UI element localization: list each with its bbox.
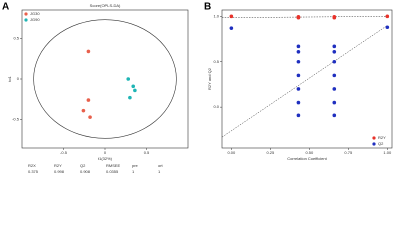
point — [332, 44, 337, 49]
legend-label: R2Y — [378, 135, 386, 140]
table-cell: 0.908 — [80, 169, 91, 174]
y-tick-label: 1.0 — [213, 13, 219, 18]
x-tick-label: 0.75 — [344, 150, 353, 155]
point — [86, 98, 91, 102]
panel-label: B — [204, 2, 211, 13]
y-tick-label: 0.5 — [13, 35, 19, 40]
point — [296, 44, 301, 49]
point — [385, 25, 390, 30]
x-tick-label: 1.00 — [383, 150, 392, 155]
point — [296, 59, 301, 64]
point — [296, 73, 301, 78]
x-tick-label: 0.50 — [305, 150, 314, 155]
point — [296, 15, 301, 19]
table-header: R2X — [28, 163, 36, 168]
point — [229, 14, 234, 19]
point — [88, 115, 92, 119]
x-tick-label: 0.25 — [266, 150, 275, 155]
fit-line — [221, 16, 388, 18]
table-header: RMSEE — [106, 163, 121, 168]
point — [332, 49, 337, 54]
table-cell: 0.998 — [54, 169, 65, 174]
legend-marker — [372, 142, 376, 146]
point — [229, 26, 234, 30]
point — [128, 95, 132, 100]
legend-marker — [372, 136, 376, 140]
point — [126, 77, 131, 81]
y-tick-label: 0.5 — [213, 59, 219, 64]
table-cell: 1 — [158, 169, 161, 174]
x-tick-label: 0.5 — [144, 150, 150, 155]
x-tick-label: -0.5 — [60, 150, 68, 155]
y-tick-label: -0.5 — [12, 117, 20, 122]
point — [296, 100, 301, 105]
legend-marker — [24, 18, 28, 22]
x-axis-label: t1(32%) — [98, 156, 113, 161]
chart-title: Score(OPLS-DA) — [90, 3, 121, 8]
legend-marker — [24, 12, 28, 16]
table-header: R2Y — [54, 163, 62, 168]
point — [385, 14, 390, 19]
table-cell: 1 — [132, 169, 135, 174]
plot-frame — [221, 9, 393, 149]
x-axis-label: Correlation Coefficient — [287, 156, 327, 161]
table-cell: 0.0355 — [106, 169, 119, 174]
table-header: Q2 — [80, 163, 86, 168]
table-header: pre — [132, 163, 139, 168]
point — [332, 59, 337, 64]
table-header: ort — [158, 163, 164, 168]
point — [332, 113, 337, 118]
legend-label: Q2 — [378, 141, 384, 146]
figure: A Score(OPLS-DA) -0.5 0 0.5 -0.5 0 0.5 t1(32%) to… — [2, 2, 393, 174]
point — [332, 100, 337, 105]
x-tick-label: 0 — [104, 150, 107, 155]
fit-line — [221, 25, 388, 138]
legend-label: JG30 — [30, 11, 40, 16]
point — [133, 88, 137, 93]
point — [332, 15, 337, 19]
y-axis-label: R2Y and Q2 — [207, 67, 212, 90]
y-tick-label: 0.0 — [213, 104, 219, 109]
point — [332, 87, 337, 91]
point — [296, 113, 301, 118]
y-tick-label: 0 — [17, 76, 20, 81]
point — [296, 49, 301, 54]
confidence-ellipse — [33, 19, 177, 139]
panel-label: A — [2, 2, 9, 13]
point — [296, 87, 301, 91]
legend-label: JG90 — [30, 17, 40, 22]
x-tick-label: 0.00 — [227, 150, 236, 155]
point — [86, 49, 91, 54]
point — [332, 73, 337, 78]
plot-frame — [21, 9, 189, 149]
point — [81, 108, 86, 113]
point — [131, 84, 136, 89]
table-cell: 0.375 — [28, 169, 39, 174]
y-axis-label: to1 — [7, 75, 12, 81]
